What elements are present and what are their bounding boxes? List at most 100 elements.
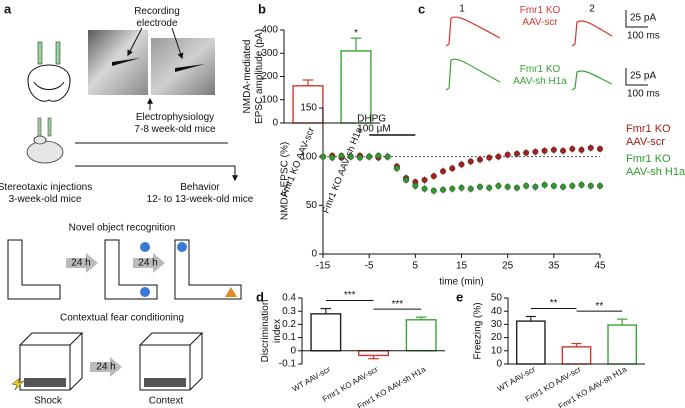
significance: *** [344, 290, 356, 301]
time-course-chart: 0 50 100 150 NMDA-EPSC (%) -15 -5 5 15 25 35 45 time… [280, 103, 685, 288]
y-tick-label: 400 [261, 25, 278, 36]
data-point [476, 156, 483, 163]
object [140, 287, 150, 297]
trace-label: Fmr1 KO AAV-scr [520, 5, 561, 28]
brain-section [33, 81, 65, 90]
significance: ** [550, 298, 558, 309]
trace [571, 20, 613, 47]
data-point [412, 182, 419, 189]
scale-label: 25 pA [630, 71, 656, 82]
data-point [356, 154, 363, 161]
x-axis-label: time (min) [439, 277, 483, 288]
micrograph [151, 38, 215, 95]
x-tick-label: 35 [548, 261, 560, 272]
y-tick-label: 0 [311, 249, 317, 260]
pipette [37, 41, 43, 65]
scale-label: 100 ms [627, 89, 660, 100]
span-label: DHPG [357, 114, 386, 125]
data-point [523, 182, 530, 189]
data-point [430, 187, 437, 194]
bar [515, 320, 546, 365]
panel-label: c [418, 1, 425, 16]
pipette [55, 41, 61, 65]
data-point [347, 153, 354, 160]
significance: *** [391, 299, 403, 310]
mouse [26, 140, 64, 164]
arena [174, 239, 242, 300]
data-point [541, 147, 548, 154]
data-point [458, 184, 465, 191]
x-tick-label: Fmr1 KO AAV-sh H1a [321, 125, 366, 215]
bar [358, 350, 389, 357]
y-tick-label: -0.1 [279, 359, 297, 370]
panel-label: e [456, 289, 463, 304]
y-tick-label: 50 [306, 200, 318, 211]
traces: 1 2 Fmr1 KO AAV-scr Fmr1 KO AAV-sh H1a 25 … [445, 4, 660, 100]
data-point [486, 184, 493, 191]
bar [292, 85, 324, 124]
y-tick-label: 40 [491, 306, 503, 317]
bar [340, 50, 372, 124]
data-point [578, 146, 585, 153]
x-tick-label: -5 [365, 261, 374, 272]
bar [607, 324, 638, 365]
data-point [550, 146, 557, 153]
y-tick-label: 10 [491, 345, 503, 356]
y-axis-label: NMDA-EPSC (%) [280, 142, 291, 220]
scale-label: 100 ms [627, 31, 660, 42]
scale-bar [625, 10, 648, 28]
data-point [495, 153, 502, 160]
diagram-label: Stereotaxic injections 3-week-old mice [0, 182, 92, 205]
shock-icon [11, 377, 25, 391]
data-point [440, 186, 447, 193]
data-point [513, 150, 520, 157]
data-point [532, 148, 539, 155]
object [177, 242, 187, 252]
data-point [569, 182, 576, 189]
x-tick-label: 15 [456, 261, 468, 272]
data-point [578, 181, 585, 188]
pipette [47, 117, 52, 137]
y-tick-label: 0 [272, 118, 278, 129]
trace-label: Fmr1 KO AAV-sh H1a [513, 64, 567, 87]
x-tick-label: 25 [502, 261, 514, 272]
span-label: 100 µM [357, 124, 391, 135]
electrode [175, 64, 205, 72]
data-point [375, 152, 382, 159]
data-point [569, 145, 576, 152]
data-point [449, 165, 456, 172]
data-point [587, 144, 594, 151]
arena [104, 239, 158, 300]
arrow [90, 357, 122, 377]
arrow [171, 27, 184, 60]
legend-label: Fmr1 KO AAV-sh H1a [626, 153, 685, 178]
data-point [467, 158, 474, 165]
y-tick-label: 50 [491, 293, 503, 304]
data-point [366, 153, 373, 160]
data-point [513, 184, 520, 191]
trace [445, 16, 501, 47]
data-point [541, 181, 548, 188]
y-tick-label: 150 [300, 103, 317, 114]
data-point [597, 145, 604, 152]
x-tick-label: WT AAV-scr [291, 365, 332, 394]
y-axis-label: Freezing (%) [473, 302, 484, 359]
interval: 24 h [71, 258, 90, 269]
brain-section [27, 64, 71, 102]
data-point [523, 149, 530, 156]
data-point [421, 177, 428, 184]
diagram-label: Behavior 12- to 13-week-old mice [147, 182, 254, 205]
chamber [19, 332, 84, 391]
trace-number: 2 [589, 4, 595, 15]
data-point [532, 183, 539, 190]
data-point [504, 151, 511, 158]
y-tick-label: 0.1 [282, 332, 296, 343]
data-point [338, 152, 345, 159]
y-tick-label: 200 [261, 71, 278, 82]
significance: * [354, 28, 358, 39]
interval: 24 h [138, 258, 157, 269]
y-tick-label: 30 [491, 319, 503, 330]
